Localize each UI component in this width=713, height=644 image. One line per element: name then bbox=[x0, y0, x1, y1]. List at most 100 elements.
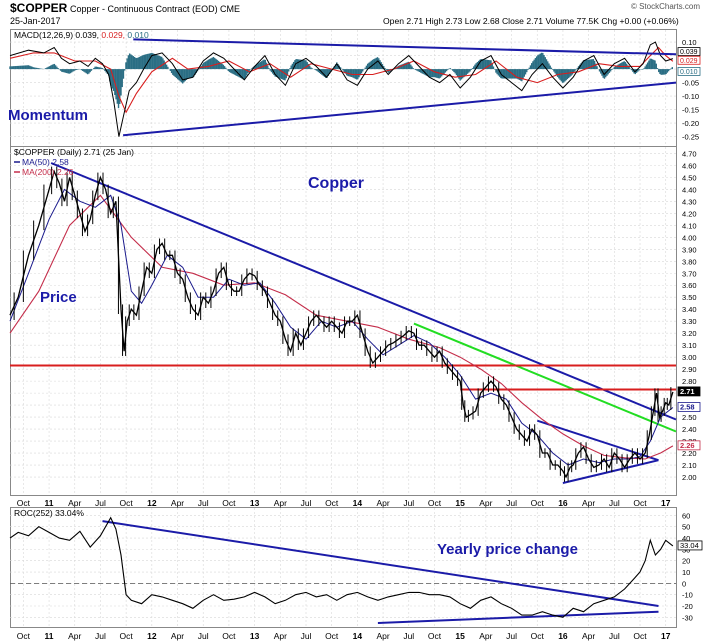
price-trendline bbox=[50, 162, 677, 421]
y-tick-label: -0.20 bbox=[682, 119, 699, 128]
x-tick-label: Oct bbox=[120, 631, 134, 641]
y-tick-label: 2.00 bbox=[682, 473, 697, 482]
x-tick-label: 13 bbox=[250, 498, 260, 508]
roc-line bbox=[9, 516, 674, 618]
y-tick-label: 3.50 bbox=[682, 293, 697, 302]
annotation-yearly-price-change: Yearly price change bbox=[437, 541, 578, 558]
y-tick-label: 4.60 bbox=[682, 161, 697, 170]
macd-trendline bbox=[123, 81, 677, 137]
x-tick-label: 12 bbox=[147, 498, 157, 508]
y-tick-label: 2.90 bbox=[682, 365, 697, 374]
x-tick-label: Jul bbox=[95, 498, 106, 508]
y-tick-label: -20 bbox=[682, 602, 693, 611]
x-tick-label: Apr bbox=[582, 631, 595, 641]
x-tick-label: Apr bbox=[274, 631, 287, 641]
y-tick-label: 3.00 bbox=[682, 353, 697, 362]
chart-watermark: © StockCharts.com bbox=[631, 2, 700, 11]
price-value-badge bbox=[677, 440, 701, 451]
y-tick-label: -0.15 bbox=[682, 106, 699, 115]
x-tick-label: Jul bbox=[609, 631, 620, 641]
chart-quote: Open 2.71 High 2.73 Low 2.68 Close 2.71 … bbox=[383, 16, 679, 26]
roc-trendline bbox=[102, 520, 659, 607]
x-tick-label: Oct bbox=[325, 498, 339, 508]
annotation-copper: Copper bbox=[308, 175, 364, 192]
x-tick-label: Jul bbox=[95, 631, 106, 641]
x-tick-label: Oct bbox=[325, 631, 339, 641]
y-tick-label: 0 bbox=[682, 579, 686, 588]
x-tick-label: Apr bbox=[376, 631, 389, 641]
roc-value-label: 33.04 bbox=[680, 541, 699, 550]
x-tick-label: Jul bbox=[506, 631, 517, 641]
macd-value-label: 0.039 bbox=[680, 49, 698, 56]
x-tick-label: 15 bbox=[455, 631, 465, 641]
macd-value-badge bbox=[677, 67, 701, 76]
x-tick-label: 14 bbox=[353, 498, 363, 508]
price-legend-title: $COPPER (Daily) 2.71 (25 Jan) bbox=[14, 147, 134, 157]
annotation-momentum: Momentum bbox=[8, 107, 88, 124]
x-tick-label: 17 bbox=[661, 498, 671, 508]
macd-value-badge bbox=[677, 47, 701, 56]
x-tick-label: Oct bbox=[531, 498, 545, 508]
x-tick-label: 16 bbox=[558, 631, 568, 641]
y-tick-label: 3.20 bbox=[682, 329, 697, 338]
x-tick-label: Oct bbox=[222, 498, 236, 508]
macd-line bbox=[9, 41, 674, 137]
x-tick-label: Apr bbox=[376, 498, 389, 508]
x-tick-label: Jul bbox=[198, 631, 209, 641]
y-tick-label: 20 bbox=[682, 557, 690, 566]
x-tick-label: Oct bbox=[222, 631, 236, 641]
y-tick-label: 3.40 bbox=[682, 305, 697, 314]
x-tick-label: Oct bbox=[17, 498, 31, 508]
roc-trendline bbox=[377, 610, 659, 624]
x-tick-label: Oct bbox=[428, 631, 442, 641]
x-tick-label: 12 bbox=[147, 631, 157, 641]
y-tick-label: 3.90 bbox=[682, 245, 697, 254]
x-tick-label: Jul bbox=[403, 631, 414, 641]
y-tick-label: 3.30 bbox=[682, 317, 697, 326]
ma200-legend-item: MA(200) 2.26 bbox=[22, 167, 74, 177]
x-tick-label: 14 bbox=[353, 631, 363, 641]
y-tick-label: 40 bbox=[682, 534, 690, 543]
x-tick-label: Oct bbox=[531, 631, 545, 641]
x-tick-label: Oct bbox=[120, 498, 134, 508]
macd-legend: MACD(12,26,9) 0.039, 0.029, 0.010 bbox=[14, 30, 149, 40]
y-tick-label: 3.10 bbox=[682, 341, 697, 350]
y-tick-label: 2.40 bbox=[682, 425, 697, 434]
x-tick-label: Jul bbox=[403, 498, 414, 508]
y-tick-label: -0.25 bbox=[682, 133, 699, 142]
y-tick-label: 3.80 bbox=[682, 257, 697, 266]
price-value-label: 2.26 bbox=[680, 441, 695, 450]
x-tick-label: 13 bbox=[250, 631, 260, 641]
x-tick-label: 15 bbox=[455, 498, 465, 508]
x-tick-label: Apr bbox=[479, 631, 492, 641]
ma50-legend: MA(50) 2.58 bbox=[22, 157, 69, 167]
x-tick-label: Apr bbox=[274, 498, 287, 508]
x-tick-label: Jul bbox=[301, 631, 312, 641]
y-tick-label: 4.40 bbox=[682, 185, 697, 194]
y-tick-label: 3.70 bbox=[682, 269, 697, 278]
price-plot bbox=[9, 162, 677, 484]
annotation-price: Price bbox=[40, 289, 77, 306]
x-tick-label: Oct bbox=[633, 498, 647, 508]
x-tick-label: Oct bbox=[428, 498, 442, 508]
x-tick-label: Jul bbox=[301, 498, 312, 508]
macd-value-badge bbox=[677, 55, 701, 65]
x-tick-label: 17 bbox=[661, 631, 671, 641]
roc-legend: ROC(252) 33.04% bbox=[14, 508, 84, 518]
price-value-badge bbox=[677, 402, 701, 412]
x-tick-label: Oct bbox=[17, 631, 31, 641]
y-tick-label: 4.70 bbox=[682, 149, 697, 158]
macd-value-label: 0.010 bbox=[680, 69, 698, 76]
grid-layer bbox=[10, 30, 676, 627]
y-tick-label: -0.10 bbox=[682, 92, 699, 101]
x-tick-label: 11 bbox=[45, 498, 54, 508]
y-tick-label: 4.30 bbox=[682, 197, 697, 206]
x-tick-label: Apr bbox=[582, 498, 595, 508]
ma50-legend-item: MA(50) 2.58 bbox=[22, 157, 69, 167]
price-value-label: 2.71 bbox=[680, 387, 695, 396]
chart-symbol: $COPPER bbox=[10, 1, 68, 15]
y-tick-label: 3.60 bbox=[682, 281, 697, 290]
macd-legend-item: 0.029, bbox=[101, 30, 127, 40]
x-tick-label: Jul bbox=[506, 498, 517, 508]
x-tick-label: Apr bbox=[68, 631, 81, 641]
